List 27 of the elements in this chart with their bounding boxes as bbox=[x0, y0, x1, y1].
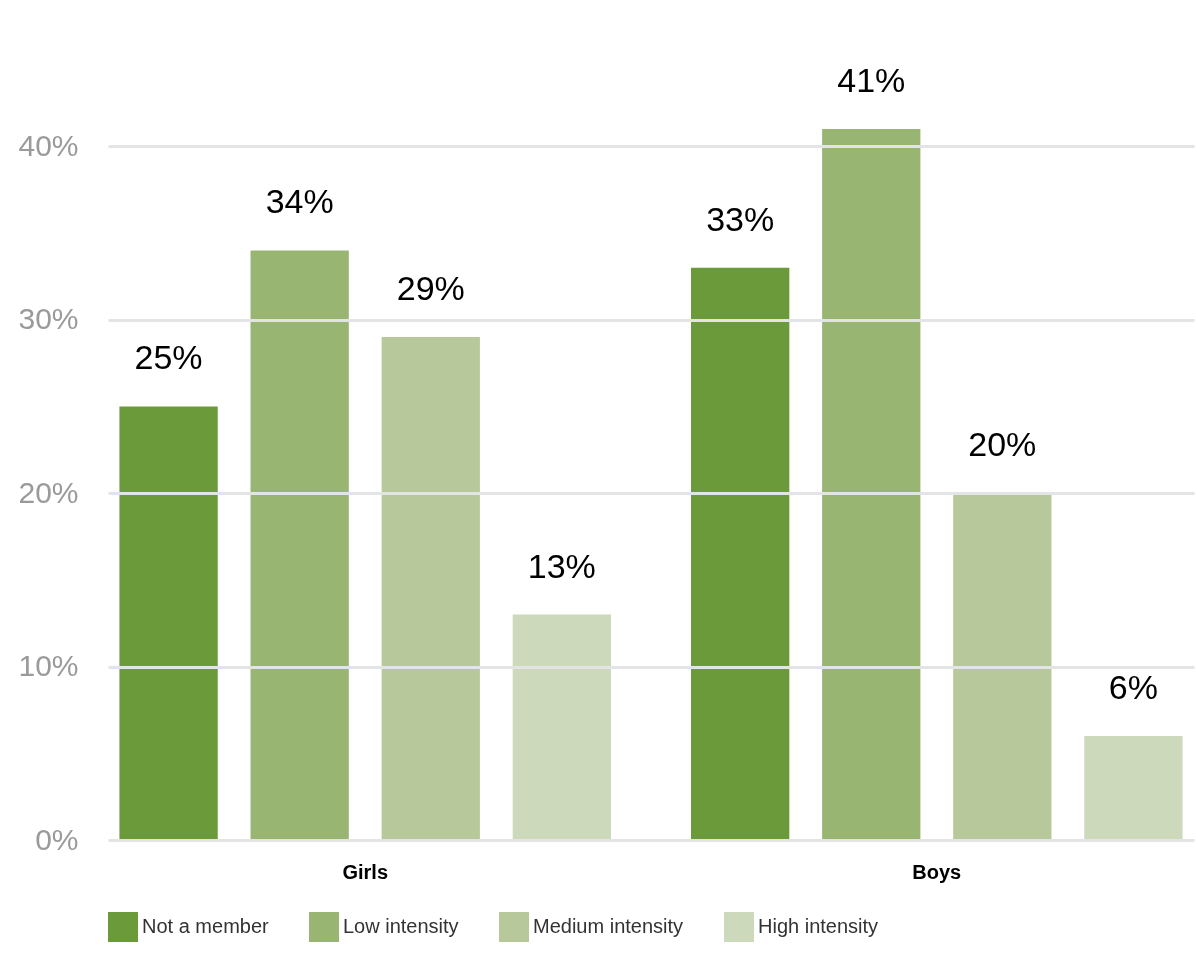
y-tick-label: 10% bbox=[18, 649, 79, 683]
legend-label: High intensity bbox=[758, 915, 879, 937]
data-label: 41% bbox=[837, 61, 906, 99]
data-label: 33% bbox=[706, 199, 775, 238]
bar bbox=[250, 250, 349, 840]
bar bbox=[691, 267, 790, 840]
bar bbox=[381, 337, 480, 840]
data-label: 34% bbox=[265, 182, 334, 221]
bar bbox=[953, 493, 1052, 840]
legend-label: Not a member bbox=[142, 915, 270, 937]
data-label: 13% bbox=[527, 546, 596, 585]
bar bbox=[822, 129, 921, 840]
x-tick-label: Girls bbox=[342, 860, 388, 883]
bar bbox=[1084, 735, 1183, 840]
legend-label: Low intensity bbox=[343, 915, 459, 937]
bar bbox=[512, 614, 611, 840]
data-label: 29% bbox=[396, 269, 465, 308]
bar bbox=[119, 406, 218, 840]
data-label: 25% bbox=[134, 338, 203, 377]
legend-label: Medium intensity bbox=[533, 915, 684, 937]
y-tick-label: 0% bbox=[35, 822, 79, 856]
data-label: 6% bbox=[1108, 667, 1158, 706]
y-tick-label: 20% bbox=[18, 475, 79, 509]
y-tick-label: 30% bbox=[18, 302, 79, 336]
x-tick-label: Boys bbox=[912, 860, 962, 883]
y-tick-label: 40% bbox=[18, 128, 79, 162]
data-label: 20% bbox=[968, 425, 1037, 464]
